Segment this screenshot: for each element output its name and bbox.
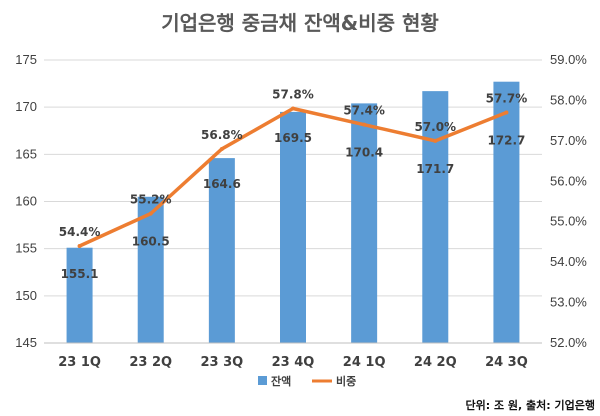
line-data-label: 57.7% — [486, 92, 528, 106]
bar — [493, 81, 520, 344]
line-data-label: 57.4% — [343, 104, 385, 118]
line-point — [77, 243, 82, 248]
y-left-tick-label: 150 — [15, 288, 37, 303]
chart-title: 기업은행 중금채 잔액&비중 현황 — [161, 11, 439, 35]
bar-data-label: 171.7 — [416, 162, 454, 176]
x-tick-label: 23 1Q — [58, 355, 101, 370]
line-data-label: 57.8% — [272, 88, 314, 102]
bar-series — [66, 81, 520, 344]
y-right-tick-label: 56.0% — [550, 173, 587, 188]
line-series — [77, 106, 509, 248]
line-point — [219, 146, 224, 151]
line-data-label: 55.2% — [130, 193, 172, 207]
y-left-tick-label: 155 — [15, 241, 37, 256]
x-tick-label: 24 1Q — [343, 355, 386, 370]
bar-data-label: 169.5 — [274, 131, 312, 145]
bar-data-label: 160.5 — [132, 235, 170, 249]
bar — [422, 91, 449, 343]
line-data-label: 54.4% — [59, 225, 101, 239]
x-tick-label: 24 2Q — [414, 355, 457, 370]
y-right-tick-label: 58.0% — [550, 92, 587, 107]
line-point — [291, 106, 295, 111]
line-data-label: 57.0% — [414, 120, 456, 134]
y-right-tick-label: 59.0% — [550, 52, 587, 67]
bar-data-label: 164.6 — [203, 177, 241, 191]
x-tick-label: 23 4Q — [272, 355, 315, 370]
legend-label: 잔액 — [271, 374, 291, 388]
y-left-tick-label: 160 — [15, 194, 37, 209]
line-point — [362, 122, 367, 127]
y-right-tick-label: 53.0% — [550, 295, 587, 310]
bar-data-label: 170.4 — [345, 146, 383, 160]
x-tick-label: 23 3Q — [200, 355, 243, 370]
bar-data-label: 155.1 — [61, 267, 99, 281]
line-point — [433, 138, 438, 143]
bar-data-label: 172.7 — [487, 134, 525, 148]
bar — [208, 158, 235, 343]
line-point — [504, 110, 509, 115]
x-tick-label: 24 3Q — [485, 355, 528, 370]
x-tick-label: 23 2Q — [129, 355, 172, 370]
source-note: 단위: 조 원, 출처: 기업은행 — [466, 398, 596, 412]
y-right-tick-label: 52.0% — [550, 335, 587, 350]
legend: 잔액 비중 — [258, 374, 356, 388]
y-left-tick-label: 165 — [15, 146, 37, 161]
y-right-tick-label: 57.0% — [550, 133, 587, 148]
line-data-label: 56.8% — [201, 128, 243, 142]
y-right-tick-label: 55.0% — [550, 214, 587, 229]
axes: 145 150 155 160 165 170 175 52.0% 53.0% 54.0% 55.0… — [15, 52, 587, 370]
bar — [280, 111, 306, 343]
bar — [137, 196, 164, 343]
legend-swatch-bar — [258, 376, 267, 385]
y-left-tick-label: 175 — [15, 52, 37, 67]
bar — [66, 247, 93, 343]
legend-label: 비중 — [336, 374, 356, 388]
y-left-tick-label: 145 — [15, 335, 37, 350]
y-left-tick-label: 170 — [15, 99, 37, 114]
y-right-tick-label: 54.0% — [550, 254, 587, 269]
bar — [351, 103, 378, 343]
line-point — [148, 211, 153, 216]
data-labels: 155.1 160.5 164.6 169.5 170.4 171.7 172.7 54.4%… — [59, 88, 527, 281]
